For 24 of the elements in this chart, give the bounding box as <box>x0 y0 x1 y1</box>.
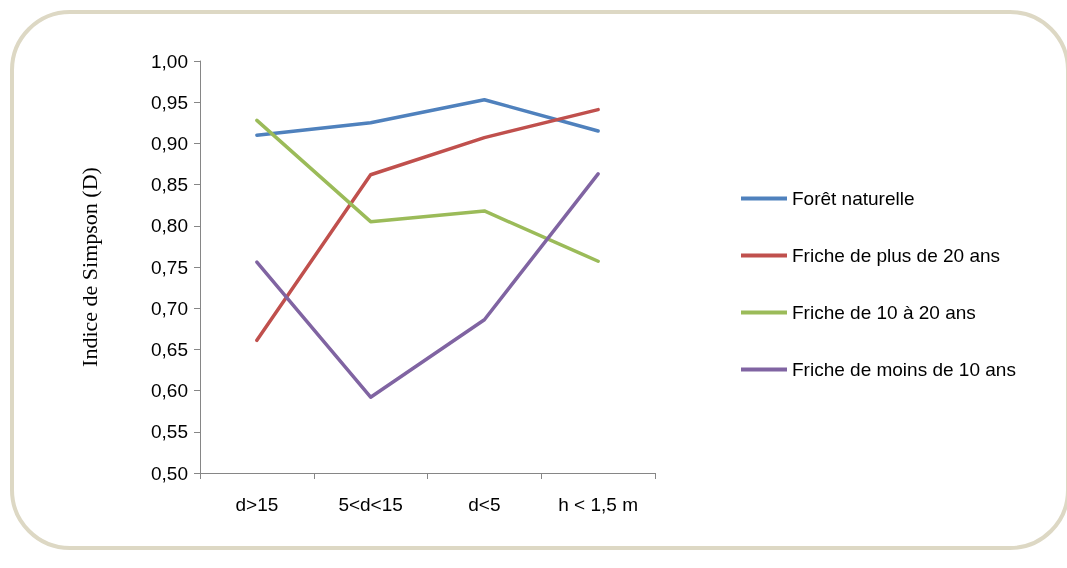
y-tick-label: 1,00 <box>151 50 188 72</box>
legend-label: Friche de moins de 10 ans <box>792 359 1016 380</box>
line-series <box>255 107 600 343</box>
line-series <box>255 172 600 399</box>
x-tick-label: d>15 <box>235 494 279 515</box>
y-tick-label: 0,85 <box>151 174 188 196</box>
y-tick-label: 0,60 <box>151 380 188 402</box>
line-series <box>255 97 600 137</box>
x-tick-label: h < 1,5 m <box>558 494 638 515</box>
x-tick-label: 5<d<15 <box>338 494 403 515</box>
y-tick-label: 0,80 <box>151 215 188 237</box>
x-tick-label: d<5 <box>468 494 501 515</box>
y-axis-title: Indice de Simpson (D) <box>76 167 102 367</box>
y-tick-label: 0,65 <box>151 338 188 360</box>
y-tick-label: 0,70 <box>151 297 188 319</box>
y-tick-label: 0,50 <box>151 462 188 484</box>
y-tick-label: 0,90 <box>151 132 188 154</box>
y-tick-label: 0,75 <box>151 256 188 278</box>
legend-label: Friche de 10 à 20 ans <box>792 302 976 323</box>
legend-label: Friche de plus de 20 ans <box>792 245 1001 266</box>
legend-label: Forêt naturelle <box>792 188 915 209</box>
y-tick-label: 0,95 <box>151 91 188 113</box>
line-series <box>255 118 600 263</box>
y-tick-label: 0,55 <box>151 421 188 443</box>
